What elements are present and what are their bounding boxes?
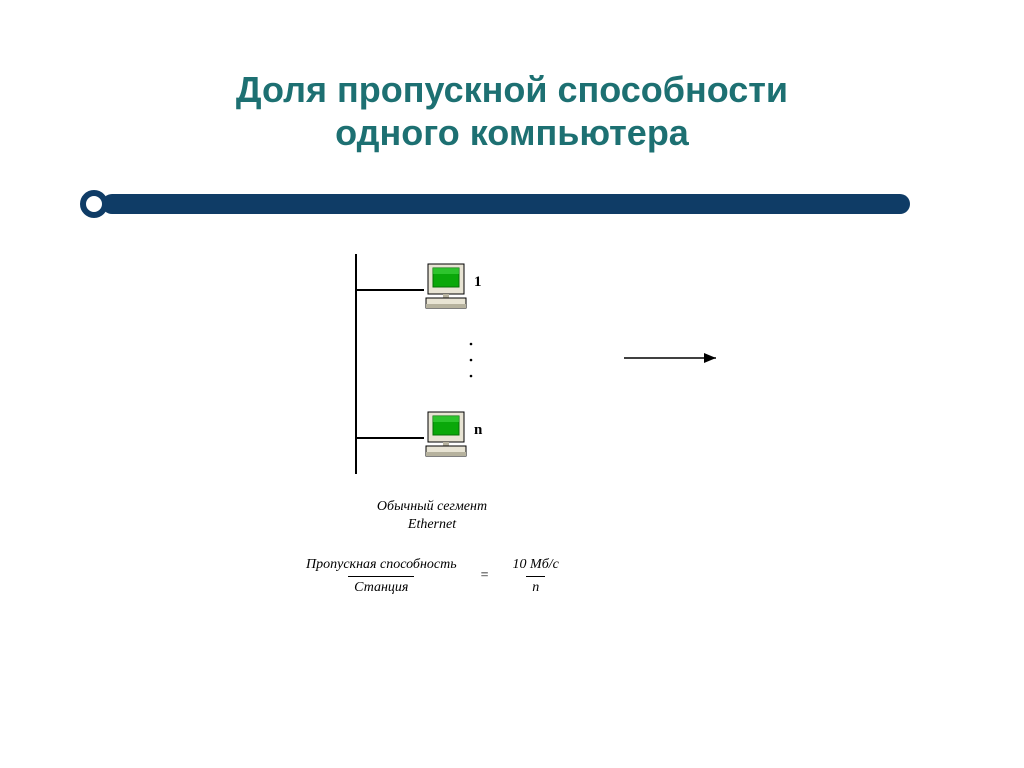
segment-caption: Обычный сегмент Ethernet — [352, 498, 512, 533]
computer-bottom: n — [426, 412, 483, 456]
ellipsis-dot-0 — [470, 343, 473, 346]
title-underline — [80, 190, 910, 218]
fraction-right: 10 Мб/с n — [507, 556, 565, 596]
caption-line-1: Обычный сегмент — [377, 499, 487, 514]
computer-top: 1 — [426, 264, 482, 308]
fraction-right-denominator: n — [526, 576, 545, 597]
slide: Доля пропускной способности одного компь… — [0, 0, 1024, 768]
fraction-right-numerator: 10 Мб/с — [507, 556, 565, 576]
caption-line-2: Ethernet — [408, 517, 456, 532]
ellipsis-dot-1 — [470, 359, 473, 362]
network-diagram: 1 n Обычный сегмент Ethernet — [316, 254, 736, 559]
underline-bar — [102, 194, 910, 214]
underline-dot — [80, 190, 108, 218]
fraction-left-denominator: Станция — [348, 576, 414, 597]
slide-title: Доля пропускной способности одного компь… — [0, 68, 1024, 154]
computer-label-top: 1 — [474, 274, 482, 290]
fraction-left-numerator: Пропускная способность — [300, 556, 463, 576]
computer-label-bottom: n — [474, 422, 483, 438]
equals-sign: = — [481, 568, 489, 584]
title-line-2: одного компьютера — [335, 112, 689, 153]
title-line-1: Доля пропускной способности — [236, 69, 788, 110]
ellipsis-dot-2 — [470, 375, 473, 378]
bandwidth-formula: Пропускная способность Станция = 10 Мб/с… — [300, 556, 565, 596]
fraction-left: Пропускная способность Станция — [300, 556, 463, 596]
arrow-head — [704, 353, 716, 363]
